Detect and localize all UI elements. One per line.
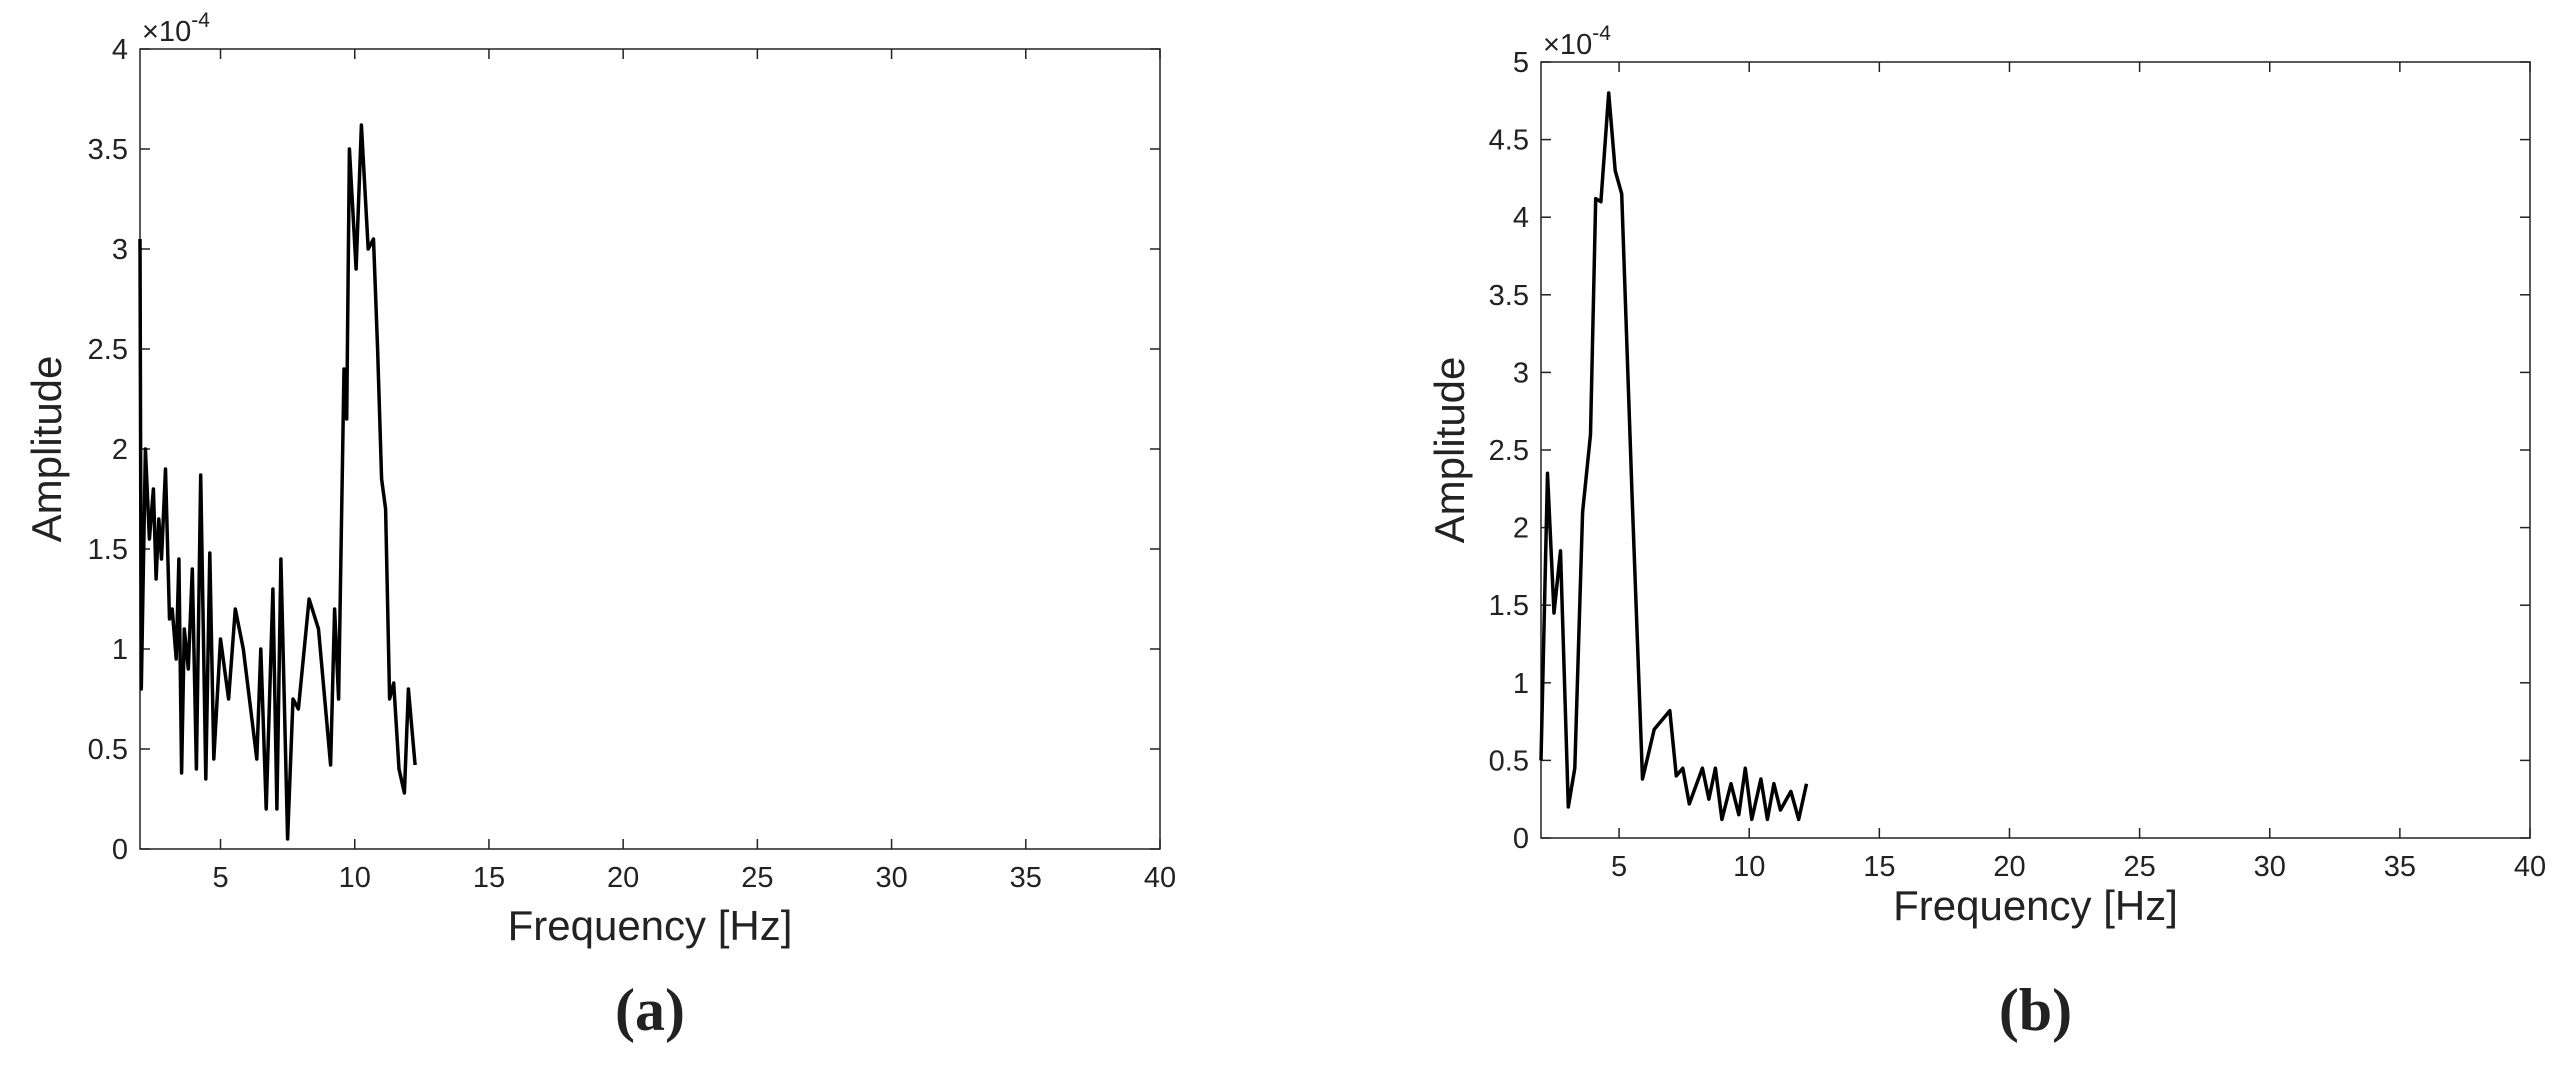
x-tick-label: 5 xyxy=(1611,851,1627,883)
y-tick-label: 4 xyxy=(1513,202,1529,234)
x-tick-label: 5 xyxy=(212,862,228,894)
x-tick-label: 30 xyxy=(875,862,907,894)
y-tick-label: 0 xyxy=(1513,823,1529,855)
x-axis-label: Frequency [Hz] xyxy=(1893,882,2178,929)
y-tick-label: 0.5 xyxy=(1489,745,1529,777)
y-tick-label: 2 xyxy=(112,434,128,466)
y-tick-label: 1 xyxy=(1513,668,1529,700)
x-tick-label: 35 xyxy=(1010,862,1042,894)
data-line xyxy=(138,123,417,841)
x-axis-label: Frequency [Hz] xyxy=(508,902,793,949)
x-tick-label: 10 xyxy=(339,862,371,894)
x-tick-label: 15 xyxy=(473,862,505,894)
y-tick-label: 2 xyxy=(1513,513,1529,545)
y-tick-label: 0 xyxy=(112,834,128,866)
y-scale-factor: ×10-4 xyxy=(142,9,210,48)
x-tick-label: 20 xyxy=(607,862,639,894)
y-tick-label: 3.5 xyxy=(88,134,128,166)
x-tick-label: 30 xyxy=(2254,851,2286,883)
y-scale-exponent: -4 xyxy=(191,9,210,32)
panel-label: (a) xyxy=(615,977,685,1043)
y-tick-label: 4 xyxy=(112,34,128,66)
y-tick-label: 4.5 xyxy=(1489,125,1529,157)
y-tick-label: 1.5 xyxy=(1489,590,1529,622)
x-tick-label: 40 xyxy=(1144,862,1176,894)
y-tick-label: 0.5 xyxy=(88,734,128,766)
y-tick-label: 2.5 xyxy=(1489,435,1529,467)
x-tick-label: 25 xyxy=(2123,851,2155,883)
plot-frame xyxy=(1540,61,2531,839)
y-scale-exponent: -4 xyxy=(1592,22,1611,45)
panel-label: (b) xyxy=(1999,977,2072,1043)
plot-frame xyxy=(139,48,1161,850)
x-tick-label: 15 xyxy=(1863,851,1895,883)
x-tick-label: 20 xyxy=(1993,851,2025,883)
y-scale-base: ×10 xyxy=(1543,29,1592,61)
y-tick-label: 5 xyxy=(1513,47,1529,79)
y-tick-label: 3 xyxy=(112,234,128,266)
x-tick-label: 10 xyxy=(1733,851,1765,883)
x-tick-label: 40 xyxy=(2514,851,2546,883)
y-tick-label: 2.5 xyxy=(88,334,128,366)
y-tick-label: 1 xyxy=(112,634,128,666)
y-tick-label: 3.5 xyxy=(1489,280,1529,312)
y-tick-label: 1.5 xyxy=(88,534,128,566)
y-axis-label: Amplitude xyxy=(1426,357,1473,544)
y-scale-base: ×10 xyxy=(142,16,191,48)
data-line xyxy=(1539,91,1809,822)
x-tick-label: 35 xyxy=(2384,851,2416,883)
y-tick-label: 3 xyxy=(1513,357,1529,389)
y-scale-factor: ×10-4 xyxy=(1543,22,1611,61)
y-axis-label: Amplitude xyxy=(23,356,70,543)
x-tick-label: 25 xyxy=(741,862,773,894)
